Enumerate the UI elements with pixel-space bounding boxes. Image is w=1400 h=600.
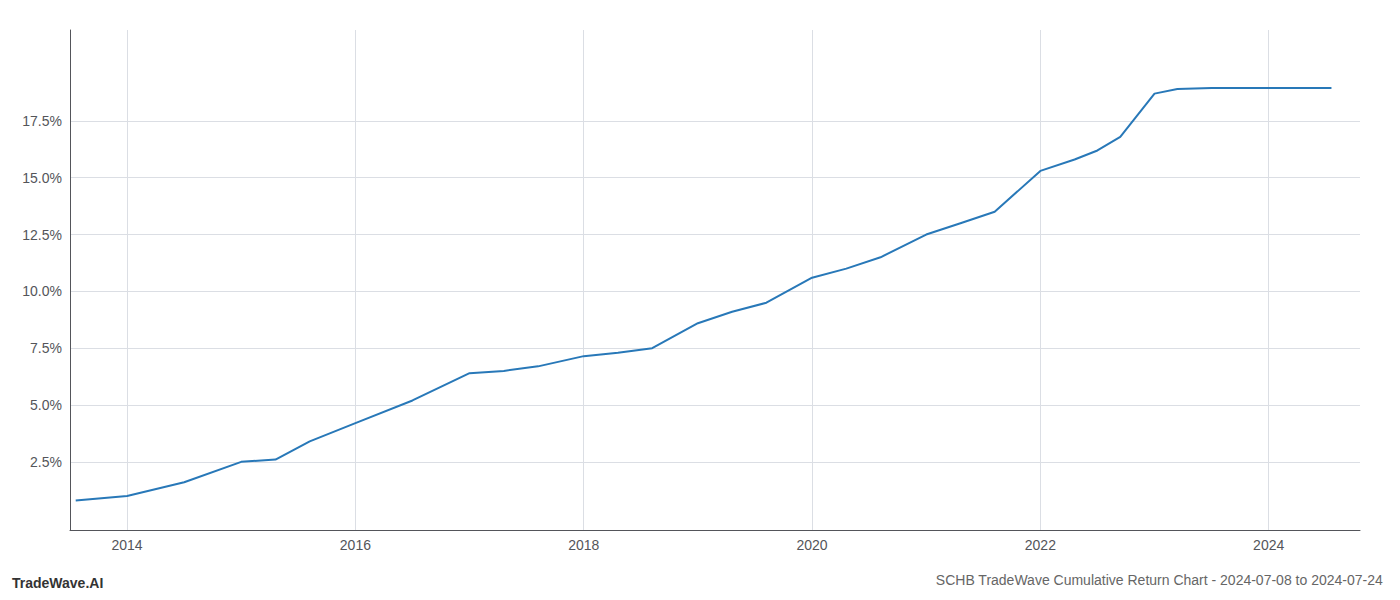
svg-text:17.5%: 17.5%: [22, 113, 62, 129]
svg-text:10.0%: 10.0%: [22, 283, 62, 299]
svg-text:2016: 2016: [340, 537, 371, 553]
svg-text:SCHB TradeWave Cumulative Retu: SCHB TradeWave Cumulative Return Chart -…: [936, 572, 1383, 588]
svg-text:2022: 2022: [1025, 537, 1056, 553]
svg-text:5.0%: 5.0%: [30, 397, 62, 413]
svg-text:TradeWave.AI: TradeWave.AI: [12, 575, 103, 591]
svg-text:2.5%: 2.5%: [30, 454, 62, 470]
svg-text:2014: 2014: [112, 537, 143, 553]
svg-text:7.5%: 7.5%: [30, 340, 62, 356]
svg-text:2024: 2024: [1253, 537, 1284, 553]
svg-text:2020: 2020: [796, 537, 827, 553]
svg-text:2018: 2018: [568, 537, 599, 553]
svg-text:12.5%: 12.5%: [22, 227, 62, 243]
svg-text:15.0%: 15.0%: [22, 170, 62, 186]
